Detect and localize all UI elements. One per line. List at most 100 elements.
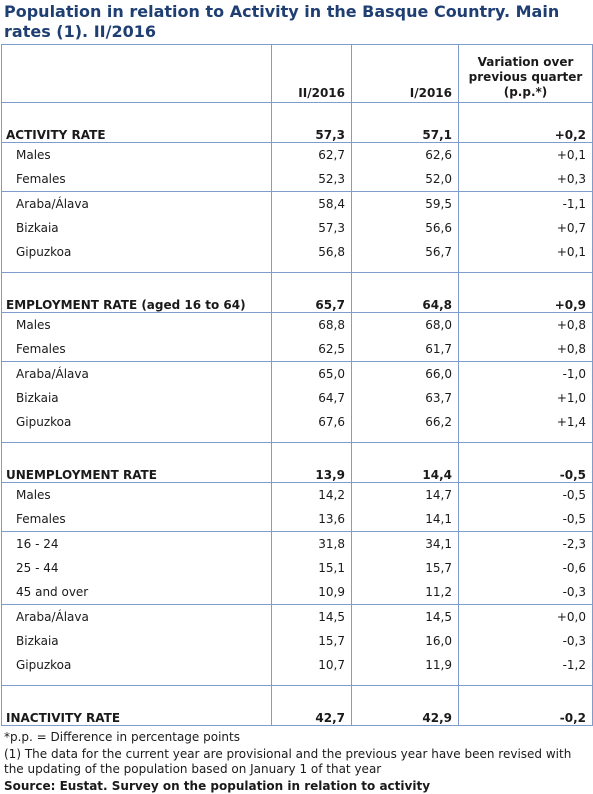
value-variation: +0,9: [458, 272, 593, 313]
spacer-row: [1, 434, 593, 443]
value-previous-quarter: 52,0: [351, 167, 459, 192]
value-variation: +0,0: [458, 604, 593, 629]
value-current-quarter: 14,2: [271, 482, 352, 507]
value-variation: -1,2: [458, 653, 593, 677]
spacer-cell: [1, 264, 272, 273]
value-variation: +1,4: [458, 410, 593, 434]
value-current-quarter: 67,6: [271, 410, 352, 434]
value-current-quarter: 10,9: [271, 580, 352, 605]
value-current-quarter: 13,9: [271, 442, 352, 483]
value-previous-quarter: 14,7: [351, 482, 459, 507]
header-variation: Variation over previous quarter (p.p.*): [458, 44, 593, 103]
row-label: UNEMPLOYMENT RATE: [1, 442, 272, 483]
value-previous-quarter: 62,6: [351, 142, 459, 167]
table-header-row: II/2016 I/2016 Variation over previous q…: [1, 44, 593, 103]
value-previous-quarter: 57,1: [351, 102, 459, 143]
value-previous-quarter: 42,9: [351, 685, 459, 726]
value-variation: -0,5: [458, 507, 593, 532]
value-variation: +1,0: [458, 386, 593, 410]
table-row: Gipuzkoa 56,8 56,7 +0,1: [1, 240, 593, 264]
section-header-row: ACTIVITY RATE 57,3 57,1 +0,2: [1, 102, 593, 143]
value-previous-quarter: 56,7: [351, 240, 459, 264]
spacer-row: [1, 677, 593, 686]
spacer-cell: [351, 677, 459, 686]
table-row: Bizkaia 57,3 56,6 +0,7: [1, 216, 593, 240]
value-current-quarter: 52,3: [271, 167, 352, 192]
value-previous-quarter: 59,5: [351, 191, 459, 216]
value-variation: -1,0: [458, 361, 593, 386]
table-row: 45 and over 10,9 11,2 -0,3: [1, 580, 593, 605]
row-label: Gipuzkoa: [1, 240, 272, 264]
spacer-cell: [1, 677, 272, 686]
row-label: EMPLOYMENT RATE (aged 16 to 64): [1, 272, 272, 313]
value-previous-quarter: 14,5: [351, 604, 459, 629]
row-label: 16 - 24: [1, 531, 272, 556]
value-current-quarter: 65,7: [271, 272, 352, 313]
section-header-row: INACTIVITY RATE 42,7 42,9 -0,2: [1, 685, 593, 726]
row-label: Araba/Álava: [1, 604, 272, 629]
value-previous-quarter: 11,2: [351, 580, 459, 605]
value-variation: +0,8: [458, 312, 593, 337]
value-current-quarter: 62,5: [271, 337, 352, 362]
value-variation: -0,3: [458, 629, 593, 653]
value-variation: -2,3: [458, 531, 593, 556]
page-title: Population in relation to Activity in th…: [4, 2, 560, 41]
value-previous-quarter: 15,7: [351, 556, 459, 580]
table-row: Males 62,7 62,6 +0,1: [1, 142, 593, 167]
row-label: Gipuzkoa: [1, 653, 272, 677]
table-body: ACTIVITY RATE 57,3 57,1 +0,2 Males 62,7 62,6 +0…: [1, 102, 593, 726]
rates-table: II/2016 I/2016 Variation over previous q…: [1, 44, 593, 726]
spacer-cell: [271, 264, 352, 273]
value-previous-quarter: 56,6: [351, 216, 459, 240]
value-current-quarter: 58,4: [271, 191, 352, 216]
value-previous-quarter: 66,2: [351, 410, 459, 434]
row-label: Bizkaia: [1, 386, 272, 410]
value-variation: -1,1: [458, 191, 593, 216]
value-variation: +0,8: [458, 337, 593, 362]
spacer-cell: [458, 434, 593, 443]
value-previous-quarter: 14,4: [351, 442, 459, 483]
value-previous-quarter: 68,0: [351, 312, 459, 337]
table-row: Males 68,8 68,0 +0,8: [1, 312, 593, 337]
value-current-quarter: 56,8: [271, 240, 352, 264]
spacer-cell: [458, 264, 593, 273]
value-current-quarter: 42,7: [271, 685, 352, 726]
value-current-quarter: 15,1: [271, 556, 352, 580]
spacer-cell: [271, 434, 352, 443]
row-label: Females: [1, 507, 272, 532]
value-variation: -0,5: [458, 482, 593, 507]
value-current-quarter: 57,3: [271, 216, 352, 240]
table-row: Araba/Álava 58,4 59,5 -1,1: [1, 191, 593, 216]
row-label: 25 - 44: [1, 556, 272, 580]
notes: *p.p. = Difference in percentage points …: [0, 726, 593, 794]
value-variation: -0,2: [458, 685, 593, 726]
value-current-quarter: 65,0: [271, 361, 352, 386]
value-variation: +0,1: [458, 142, 593, 167]
value-previous-quarter: 66,0: [351, 361, 459, 386]
table-row: Females 52,3 52,0 +0,3: [1, 167, 593, 192]
note-provisional: (1) The data for the current year are pr…: [4, 747, 572, 776]
table-row: Males 14,2 14,7 -0,5: [1, 482, 593, 507]
table-row: 16 - 24 31,8 34,1 -2,3: [1, 531, 593, 556]
spacer-cell: [351, 434, 459, 443]
table-row: Bizkaia 15,7 16,0 -0,3: [1, 629, 593, 653]
spacer-cell: [351, 264, 459, 273]
row-label: Females: [1, 167, 272, 192]
section-header-row: EMPLOYMENT RATE (aged 16 to 64) 65,7 64,8 +…: [1, 272, 593, 313]
value-variation: -0,5: [458, 442, 593, 483]
table-row: Araba/Álava 14,5 14,5 +0,0: [1, 604, 593, 629]
row-label: Males: [1, 312, 272, 337]
row-label: Bizkaia: [1, 216, 272, 240]
row-label: Gipuzkoa: [1, 410, 272, 434]
header-current-quarter: II/2016: [271, 44, 352, 103]
value-previous-quarter: 11,9: [351, 653, 459, 677]
row-label: Araba/Álava: [1, 361, 272, 386]
value-previous-quarter: 16,0: [351, 629, 459, 653]
value-current-quarter: 14,5: [271, 604, 352, 629]
value-current-quarter: 10,7: [271, 653, 352, 677]
row-label: Araba/Álava: [1, 191, 272, 216]
value-current-quarter: 64,7: [271, 386, 352, 410]
value-current-quarter: 13,6: [271, 507, 352, 532]
value-previous-quarter: 61,7: [351, 337, 459, 362]
value-variation: -0,6: [458, 556, 593, 580]
